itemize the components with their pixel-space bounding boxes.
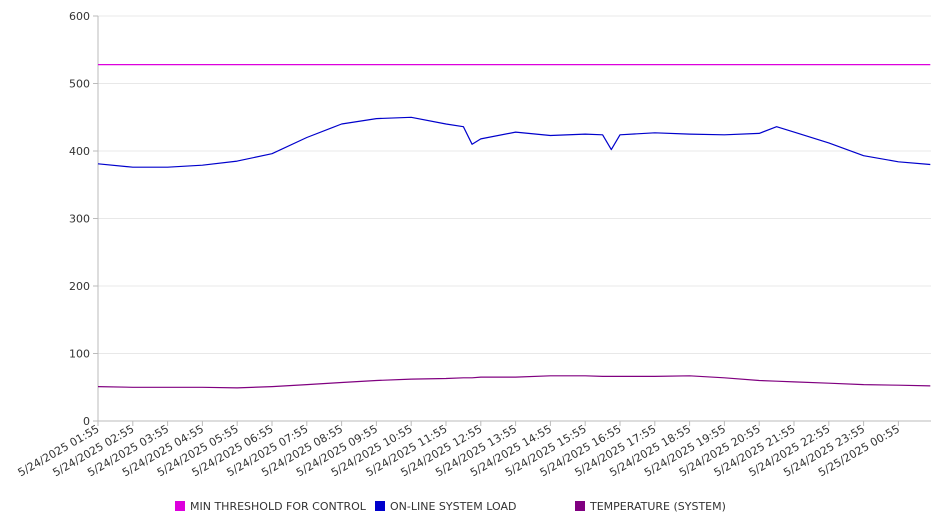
legend-label-min-threshold: MIN THRESHOLD FOR CONTROL (190, 499, 366, 513)
legend-swatch-temperature (575, 501, 585, 511)
legend: MIN THRESHOLD FOR CONTROL ON-LINE SYSTEM… (0, 497, 946, 515)
series-line-1 (97, 116, 931, 168)
axes (93, 15, 931, 426)
y-tick-label: 300 (69, 213, 90, 226)
y-tick-label: 200 (69, 280, 90, 293)
legend-item-temperature: TEMPERATURE (SYSTEM) (575, 497, 726, 515)
legend-label-temperature: TEMPERATURE (SYSTEM) (590, 499, 726, 513)
y-tick-label: 100 (69, 348, 90, 361)
gridlines (98, 15, 931, 354)
legend-item-min-threshold: MIN THRESHOLD FOR CONTROL (175, 497, 366, 515)
y-tick-label: 400 (69, 145, 90, 158)
legend-swatch-min-threshold (175, 501, 185, 511)
series-line-2 (97, 375, 931, 389)
y-axis-ticks: 0 100 200 300 400 500 600 (69, 10, 90, 428)
y-tick-label: 0 (83, 415, 90, 428)
x-axis-ticks: 5/24/2025 01:555/24/2025 02:555/24/2025 … (16, 422, 902, 479)
legend-item-online-system-load: ON-LINE SYSTEM LOAD (375, 497, 516, 515)
y-tick-label: 600 (69, 10, 90, 23)
legend-label-online-system-load: ON-LINE SYSTEM LOAD (390, 499, 517, 513)
legend-swatch-online-system-load (375, 501, 385, 511)
y-tick-label: 500 (69, 78, 90, 91)
series-lines (97, 63, 931, 389)
